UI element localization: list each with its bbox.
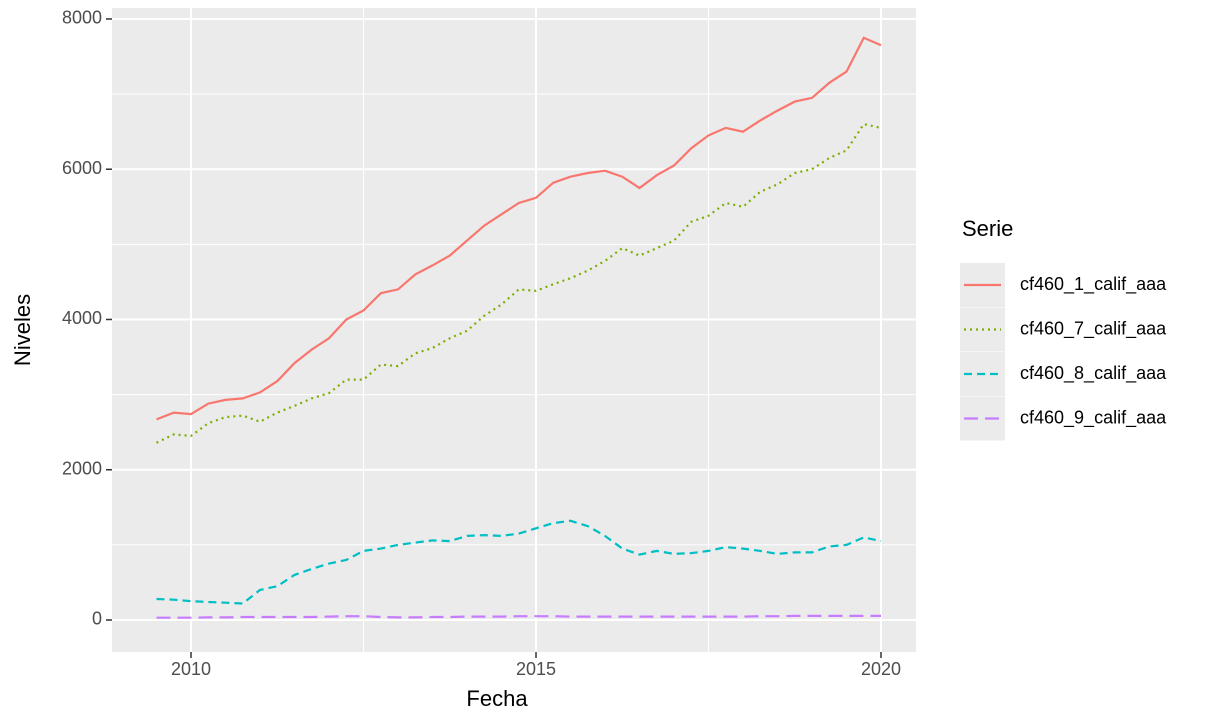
- series-line: [156, 519, 882, 605]
- y-tick-label: 0: [92, 609, 102, 629]
- legend-label: cf460_1_calif_aaa: [1020, 274, 1167, 295]
- y-axis-label: Niveles: [10, 294, 35, 366]
- y-tick-label: 4000: [62, 308, 102, 328]
- legend-label: cf460_9_calif_aaa: [1020, 407, 1167, 428]
- x-axis-label: Fecha: [466, 686, 528, 711]
- y-tick-label: 2000: [62, 458, 102, 478]
- y-tick-label: 6000: [62, 158, 102, 178]
- x-tick-label: 2020: [861, 659, 901, 679]
- panel: [112, 8, 916, 652]
- legend-title: Serie: [962, 216, 1013, 241]
- x-tick-label: 2015: [516, 659, 556, 679]
- legend-label: cf460_8_calif_aaa: [1020, 363, 1167, 384]
- x-tick-label: 2010: [171, 659, 211, 679]
- series-line: [156, 36, 882, 421]
- legend-label: cf460_7_calif_aaa: [1020, 318, 1167, 339]
- y-tick-label: 8000: [62, 8, 102, 28]
- series-line: [156, 614, 881, 619]
